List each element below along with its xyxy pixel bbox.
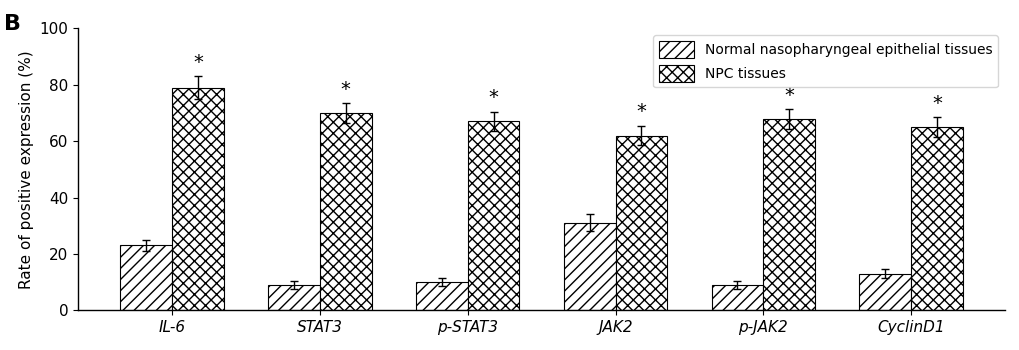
Bar <box>172 88 223 310</box>
Y-axis label: Rate of positive expression (%): Rate of positive expression (%) <box>19 50 34 289</box>
Bar <box>268 285 320 310</box>
Text: *: * <box>193 53 203 72</box>
Bar <box>711 285 762 310</box>
Text: *: * <box>340 80 351 99</box>
Text: B: B <box>4 14 21 34</box>
Text: *: * <box>488 89 498 107</box>
Text: *: * <box>636 103 646 121</box>
Bar <box>762 119 814 310</box>
Bar <box>614 135 666 310</box>
Bar <box>468 121 519 310</box>
Bar <box>416 282 468 310</box>
Bar <box>120 245 172 310</box>
Legend: Normal nasopharyngeal epithelial tissues, NPC tissues: Normal nasopharyngeal epithelial tissues… <box>653 35 997 88</box>
Text: *: * <box>784 85 794 105</box>
Bar <box>320 113 371 310</box>
Bar <box>859 274 910 310</box>
Text: *: * <box>931 94 941 113</box>
Bar <box>910 127 962 310</box>
Bar <box>564 223 614 310</box>
